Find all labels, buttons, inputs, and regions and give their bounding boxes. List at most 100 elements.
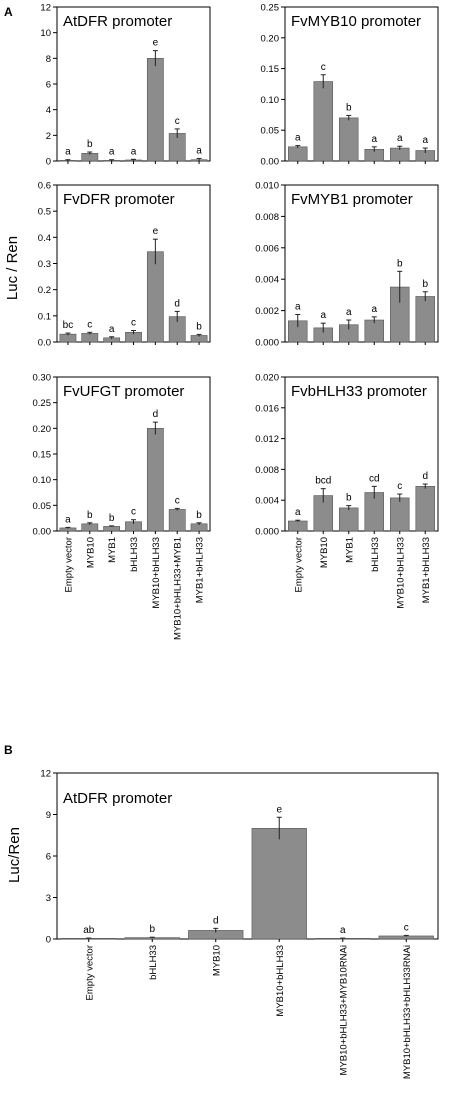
- y-tick-label: 0: [46, 157, 51, 168]
- y-tick-label: 4: [46, 105, 51, 116]
- y-tick-label: 0.30: [33, 373, 52, 384]
- y-tick-label: 0.2: [38, 285, 51, 296]
- significance-letter: a: [340, 925, 346, 936]
- chart-title: FvMYB1 promoter: [291, 191, 413, 208]
- y-tick-label: 0.0: [38, 338, 51, 349]
- significance-letter: a: [295, 302, 301, 313]
- category-label: MYB10: [319, 537, 330, 568]
- y-tick-label: 6: [46, 80, 51, 91]
- category-label: Empty vector: [293, 537, 304, 592]
- bar: [251, 828, 307, 940]
- y-tick-label: 0.012: [255, 434, 279, 445]
- significance-letter: b: [196, 321, 202, 332]
- bar: [103, 526, 121, 532]
- category-label: MYB10: [211, 945, 222, 976]
- charts-group: AtDFR promoter 0 2 4 6 8 10 12 a b a a e c a FvMYB10 pr…: [33, 3, 439, 1079]
- significance-letter: c: [175, 116, 180, 127]
- y-tick-label: 0.20: [261, 33, 280, 44]
- y-tick-label: 12: [40, 769, 51, 780]
- significance-letter: c: [87, 319, 92, 330]
- y-tick-label: 0.10: [261, 95, 280, 106]
- chart-5: FvUFGT promoter 0.00 0.05 0.10 0.15 0.20 0.25 0…: [33, 373, 211, 640]
- y-tick-label: 10: [40, 28, 51, 39]
- significance-letter: bcd: [315, 476, 331, 487]
- chart-4: FvMYB1 promoter 0.000 0.002 0.004 0.006 0.008…: [255, 181, 439, 349]
- y-tick-label: 0.010: [255, 181, 279, 192]
- significance-letter: a: [109, 324, 115, 335]
- y-tick-label: 0.15: [33, 450, 52, 461]
- y-tick-label: 12: [40, 3, 51, 14]
- y-axis-label-a: Luc / Ren: [4, 236, 21, 300]
- significance-letter: a: [422, 135, 428, 146]
- significance-letter: a: [295, 133, 301, 144]
- category-label: Empty vector: [84, 945, 95, 1000]
- bar: [390, 147, 410, 162]
- chart-title: FvMYB10 promoter: [291, 13, 421, 30]
- y-tick-label: 0.25: [33, 398, 52, 409]
- significance-letter: e: [153, 226, 159, 237]
- significance-letter: b: [346, 102, 352, 113]
- chart-title: AtDFR promoter: [63, 790, 172, 807]
- y-tick-label: 0.6: [38, 181, 51, 192]
- significance-letter: c: [131, 507, 136, 518]
- y-tick-label: 0.008: [255, 212, 279, 223]
- y-tick-label: 0.05: [33, 501, 52, 512]
- significance-letter: c: [321, 62, 326, 73]
- chart-6: FvbHLH33 promoter 0.000 0.004 0.008 0.012 0.0…: [255, 373, 439, 609]
- chart-title: FvUFGT promoter: [63, 383, 184, 400]
- y-tick-label: 9: [46, 810, 51, 821]
- significance-letter: a: [320, 310, 326, 321]
- category-label: MYB10+bHLH33: [151, 537, 162, 609]
- significance-letter: d: [422, 471, 428, 482]
- bar: [364, 319, 384, 343]
- y-tick-label: 0.000: [255, 338, 279, 349]
- y-tick-label: 8: [46, 54, 51, 65]
- significance-letter: b: [149, 924, 155, 935]
- significance-letter: a: [346, 307, 352, 318]
- category-label: MYB1+bHLH33: [421, 537, 432, 603]
- y-tick-label: 3: [46, 893, 51, 904]
- significance-letter: a: [109, 147, 115, 158]
- y-tick-label: 0.00: [33, 527, 52, 538]
- chart-2: FvMYB10 promoter 0.00 0.05 0.10 0.15 0.20 0.25…: [261, 3, 439, 168]
- bar: [390, 497, 410, 532]
- y-tick-label: 0.20: [33, 424, 52, 435]
- category-label: MYB10+bHLH33+bHLH33RNAi: [402, 945, 413, 1079]
- significance-letter: c: [131, 317, 136, 328]
- significance-letter: b: [87, 139, 93, 150]
- plot-frame: [56, 6, 211, 162]
- significance-letter: b: [109, 513, 115, 524]
- bar: [288, 520, 308, 532]
- significance-letter: b: [346, 493, 352, 504]
- chart-3: FvDFR promoter 0.0 0.1 0.2 0.3 0.4 0.5 0.6 bc c a c…: [38, 181, 211, 349]
- category-label: MYB10+bHLH33: [395, 537, 406, 609]
- significance-letter: e: [276, 804, 282, 815]
- significance-letter: a: [65, 514, 71, 525]
- significance-letter: d: [153, 409, 159, 420]
- significance-letter: c: [175, 495, 180, 506]
- significance-letter: a: [295, 507, 301, 518]
- category-label: MYB10+bHLH33+MYB1: [173, 537, 184, 640]
- y-tick-label: 0.006: [255, 243, 279, 254]
- y-tick-label: 0.002: [255, 306, 279, 317]
- y-axis-label-b: Luc/Ren: [6, 827, 23, 883]
- category-label: Empty vector: [63, 537, 74, 592]
- significance-letter: a: [397, 133, 403, 144]
- plot-frame: [284, 6, 439, 162]
- y-tick-label: 0.00: [261, 157, 280, 168]
- bar: [313, 81, 333, 162]
- significance-letter: b: [87, 510, 93, 521]
- y-tick-label: 0.000: [255, 527, 279, 538]
- significance-letter: b: [397, 258, 403, 269]
- significance-letter: a: [65, 147, 71, 158]
- bar: [146, 251, 164, 343]
- y-tick-label: 2: [46, 131, 51, 142]
- bar: [288, 146, 308, 162]
- significance-letter: b: [422, 279, 428, 290]
- bar: [339, 117, 359, 162]
- category-label: MYB10+bHLH33: [275, 945, 286, 1017]
- bar: [339, 507, 359, 532]
- y-tick-label: 0.016: [255, 403, 279, 414]
- category-label: MYB10: [85, 537, 96, 568]
- chart-7: AtDFR promoter 0 3 6 9 12 ab Empty vector b bHLH3…: [40, 769, 439, 1079]
